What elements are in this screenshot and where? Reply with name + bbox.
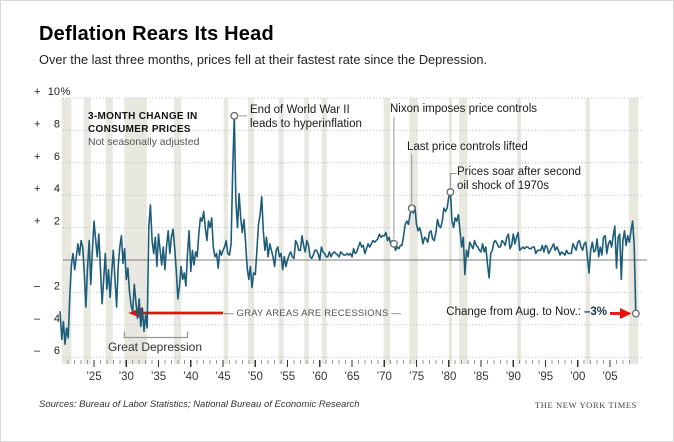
y-tick-label: 2	[54, 280, 60, 292]
annotation-final-change: Change from Aug. to Nov.: –3%	[446, 306, 607, 320]
x-tick-label: ’50	[248, 371, 263, 383]
x-tick-label: ’30	[119, 371, 134, 383]
x-tick-label: ’85	[473, 371, 488, 383]
recession-band	[459, 98, 468, 364]
x-tick-label: ’75	[409, 371, 424, 383]
y-tick-suffix: %	[61, 86, 71, 98]
recession-band	[174, 98, 182, 364]
subtitle: Over the last three months, prices fell …	[39, 52, 488, 67]
y-tick-sign: +	[34, 216, 40, 228]
recession-band	[83, 98, 91, 364]
annotation-oil-shock-line1: Prices soar after second	[457, 166, 582, 178]
x-tick-label: ’95	[538, 371, 553, 383]
recession-band	[61, 98, 72, 364]
y-tick-sign: +	[34, 151, 40, 163]
x-tick-label: ’90	[506, 371, 521, 383]
y-tick-label: 6	[54, 345, 60, 357]
series-label: 3-MONTH CHANGE IN CONSUMER PRICES Not se…	[88, 110, 200, 149]
y-tick-sign: +	[34, 183, 40, 195]
annotation-oil-shock-line2: oil shock of 1970s	[457, 179, 550, 192]
x-tick-label: ’40	[183, 371, 198, 383]
annotation-wwii-line1: End of World War II	[250, 104, 350, 116]
series-label-line1: 3-MONTH CHANGE IN	[88, 111, 198, 122]
y-tick-label: 8	[54, 118, 60, 130]
x-tick-label: ’65	[344, 371, 359, 383]
x-tick-label: ’35	[151, 371, 166, 383]
annotation-controls-lifted: Last price controls lifted	[407, 141, 528, 153]
annotation-oil-shock: Prices soar after second oil shock of 19…	[457, 166, 581, 193]
recession-band	[278, 98, 284, 364]
recession-band	[383, 98, 390, 364]
x-tick-label: ’45	[215, 371, 230, 383]
series-label-line2: CONSUMER PRICES	[88, 124, 191, 135]
great-depression-bracket	[123, 331, 189, 339]
red-arrow-right-icon	[620, 307, 632, 319]
y-tick-label: 6	[54, 151, 60, 163]
y-tick-label: 2	[54, 216, 60, 228]
y-tick-sign: –	[34, 280, 41, 292]
nyt-credit: THE NEW YORK TIMES	[534, 400, 637, 410]
y-tick-label: 10	[48, 86, 60, 98]
y-tick-sign: +	[34, 118, 40, 130]
recession-band	[105, 98, 113, 364]
recession-band	[321, 98, 327, 364]
sources-note: Sources: Bureau of Labor Statistics; Nat…	[39, 399, 360, 410]
y-tick-sign: –	[34, 313, 41, 325]
recession-band	[223, 98, 229, 364]
annotation-final-change-label: Change from Aug. to Nov.:	[446, 306, 581, 318]
recession-band	[585, 98, 590, 364]
annotation-wwii-line2: leads to hyperinflation	[250, 117, 362, 130]
x-tick-label: ’55	[280, 371, 295, 383]
recession-band	[304, 98, 309, 364]
x-tick-label: ’80	[441, 371, 456, 383]
oil-shock-marker	[446, 188, 455, 196]
cpi-data-line	[59, 115, 637, 346]
recession-band	[448, 98, 452, 364]
y-tick-label: 4	[54, 313, 60, 325]
wwii-marker	[230, 111, 239, 120]
annotation-nixon: Nixon imposes price controls	[390, 103, 538, 115]
annotation-great-depression: Great Depression	[107, 340, 203, 354]
annotation-final-change-value: –3%	[583, 306, 607, 318]
x-tick-label: ’05	[602, 371, 617, 383]
x-tick-label: ’70	[377, 371, 392, 383]
x-tick-label: ’25	[86, 371, 101, 383]
x-tick-label: ’60	[312, 371, 327, 383]
y-tick-sign: –	[34, 345, 41, 357]
series-label-note: Not seasonally adjusted	[88, 136, 200, 148]
annotation-wwii: End of World War II leads to hyperinflat…	[250, 104, 362, 131]
controls-lifted-marker	[407, 204, 416, 213]
y-tick-label: 4	[54, 183, 60, 195]
x-tick-label: ’00	[570, 371, 585, 383]
recession-band	[248, 98, 254, 364]
annotation-recessions-note: — GRAY AREAS ARE RECESSIONS —	[224, 308, 402, 319]
page-title: Deflation Rears Its Head	[39, 23, 274, 45]
y-tick-sign: +	[34, 86, 40, 98]
oil-shock-callout-line	[449, 173, 457, 188]
final-marker	[631, 309, 640, 318]
recession-band	[409, 98, 418, 364]
nixon-marker	[389, 239, 398, 248]
recession-band	[517, 98, 521, 364]
